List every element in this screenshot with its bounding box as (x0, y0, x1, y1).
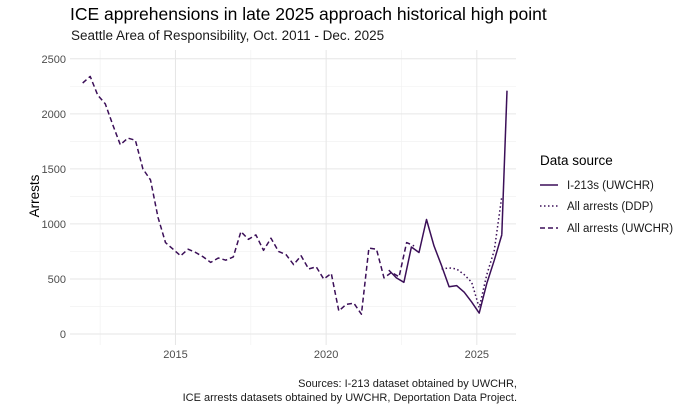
chart-title: ICE apprehensions in late 2025 approach … (70, 4, 547, 24)
x-tick-label: 2025 (465, 349, 489, 361)
legend-title: Data source (540, 153, 613, 168)
x-tick-label: 2020 (314, 349, 338, 361)
series-lines (82, 75, 508, 315)
y-tick-label: 2500 (42, 54, 66, 66)
y-tick-label: 500 (48, 274, 66, 286)
legend-label-i213: I-213s (UWCHR) (567, 180, 654, 192)
y-tick-label: 2000 (42, 109, 66, 121)
series-line-all-arrests-ddp (441, 196, 503, 309)
caption-line-2: ICE arrests datasets obtained by UWCHR, … (183, 392, 517, 404)
legend: Data source I-213s (UWCHR) All arrests (… (540, 153, 673, 235)
y-tick-label: 1500 (42, 164, 66, 176)
legend-label-uwchr: All arrests (UWCHR) (567, 223, 673, 235)
series-line-all-arrests-uwchr (82, 75, 415, 315)
y-tick-label: 1000 (42, 219, 66, 231)
caption-line-1: Sources: I-213 dataset obtained by UWCHR… (298, 378, 517, 390)
y-axis-ticks: 0 500 1000 1500 2000 2500 (42, 54, 66, 341)
x-axis-ticks: 2015 2020 2025 (163, 349, 489, 361)
series-line-i-213s-uwchr-late-rise (501, 90, 508, 235)
x-tick-label: 2015 (163, 349, 187, 361)
y-tick-label: 0 (60, 329, 66, 341)
gridlines (70, 50, 516, 345)
legend-label-ddp: All arrests (DDP) (567, 201, 653, 213)
chart-subtitle: Seattle Area of Responsibility, Oct. 201… (71, 28, 384, 43)
series-line-i-213s-uwchr (388, 218, 503, 314)
y-axis-title: Arrests (27, 174, 42, 217)
